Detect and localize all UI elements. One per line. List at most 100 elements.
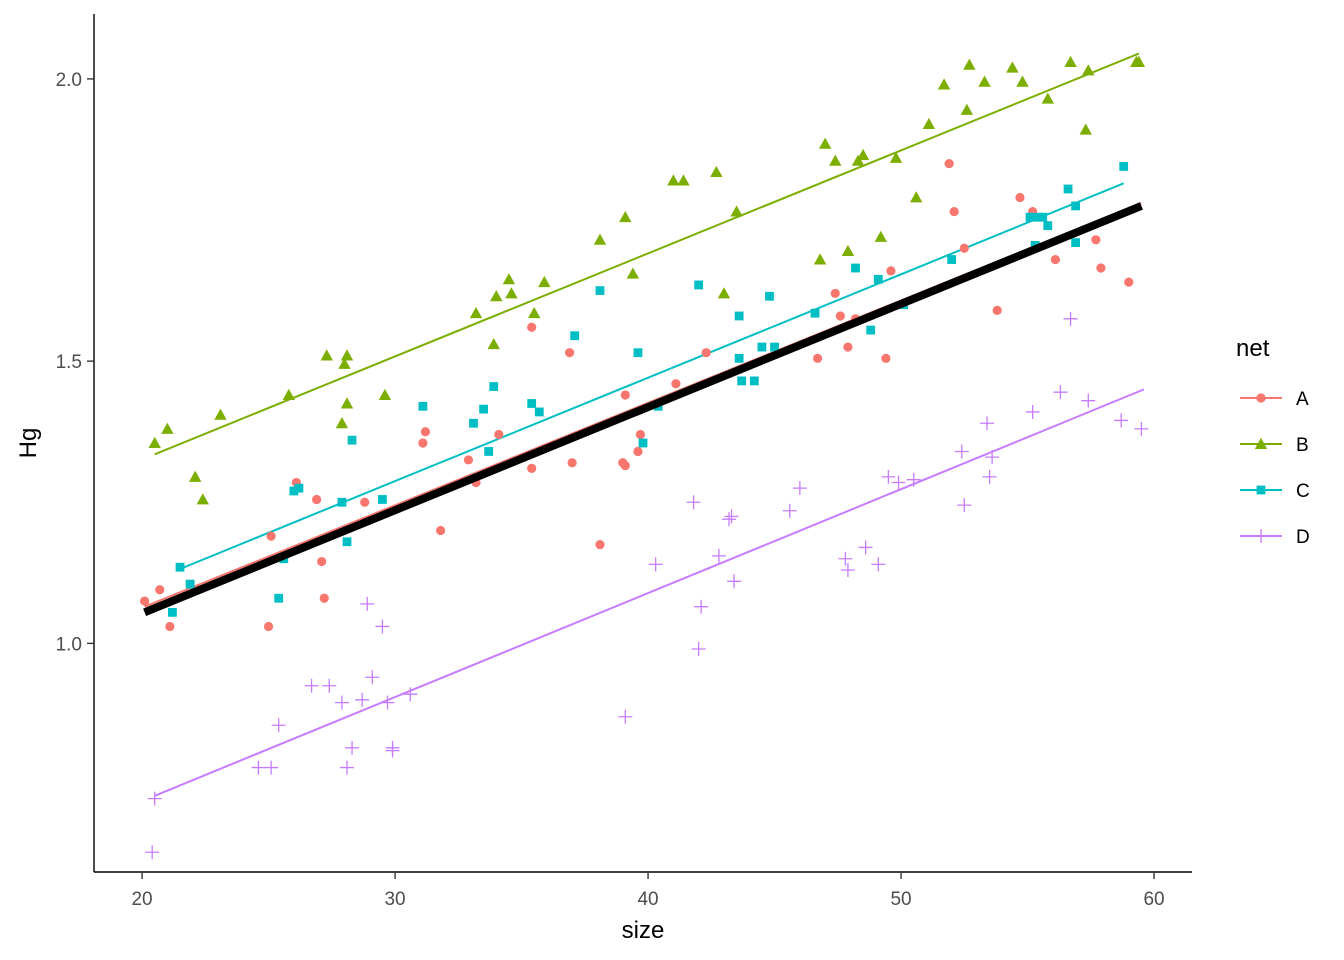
data-point-C xyxy=(484,447,494,456)
axes xyxy=(93,14,1192,873)
data-point-B xyxy=(960,103,974,115)
x-axis-title: size xyxy=(622,917,665,944)
data-point-D xyxy=(322,678,337,693)
data-point-A xyxy=(1050,254,1060,265)
data-point-D xyxy=(1134,421,1149,436)
x-tick-label: 20 xyxy=(131,889,152,910)
data-point-C xyxy=(749,376,759,386)
data-point-A xyxy=(463,455,474,465)
data-point-A xyxy=(420,427,431,437)
data-point-C xyxy=(734,353,744,363)
data-point-A xyxy=(812,353,823,363)
data-point-A xyxy=(1091,235,1101,245)
data-point-D xyxy=(339,760,354,775)
data-point-D xyxy=(648,557,663,572)
data-point-D xyxy=(271,718,286,733)
data-point-C xyxy=(185,579,195,589)
data-point-C xyxy=(527,399,537,408)
data-point-C xyxy=(347,435,357,445)
data-point-C xyxy=(342,537,352,547)
legend-key-marker-A xyxy=(1256,393,1266,403)
data-point-A xyxy=(494,429,504,440)
data-point-B xyxy=(338,357,351,369)
data-point-C xyxy=(866,325,876,335)
data-point-A xyxy=(1096,263,1106,273)
data-point-B xyxy=(889,151,903,163)
data-point-C xyxy=(1043,221,1053,231)
legend-label-D: D xyxy=(1296,527,1310,548)
x-tick-label: 50 xyxy=(890,889,911,910)
data-point-D xyxy=(355,692,370,707)
data-point-A xyxy=(701,348,711,358)
data-point-D xyxy=(792,481,807,496)
data-point-A xyxy=(595,540,605,550)
data-point-D xyxy=(858,540,873,555)
data-point-C xyxy=(479,404,489,414)
data-point-B xyxy=(818,137,832,149)
data-point-B xyxy=(161,422,174,434)
data-point-D xyxy=(375,619,390,634)
data-point-B xyxy=(487,338,500,350)
data-point-C xyxy=(274,593,284,603)
data-point-D xyxy=(982,469,997,484)
data-point-B xyxy=(856,148,870,161)
fit-line-C xyxy=(177,182,1125,571)
fit-lines xyxy=(144,52,1145,797)
data-point-D xyxy=(881,469,896,484)
x-ticks: 20 30 40 50 60 xyxy=(131,872,1165,910)
data-point-C xyxy=(765,291,774,301)
data-point-D xyxy=(727,574,742,589)
data-point-B xyxy=(978,75,991,87)
overall-fit-line xyxy=(143,202,1143,617)
data-point-B xyxy=(593,233,607,245)
data-point-A xyxy=(418,438,428,448)
overall-fit-line-group xyxy=(143,202,1143,617)
data-point-D xyxy=(980,416,995,431)
data-point-A xyxy=(139,596,150,606)
data-point-D xyxy=(618,709,633,724)
data-point-A xyxy=(635,429,646,440)
y-axis-title: Hg xyxy=(15,428,42,459)
data-point-A xyxy=(843,342,853,352)
y-tick-label: 1.0 xyxy=(56,634,82,655)
data-point-D xyxy=(365,670,380,685)
data-point-D xyxy=(1025,404,1040,419)
data-point-C xyxy=(737,376,747,386)
data-point-C xyxy=(757,342,767,352)
data-point-A xyxy=(527,463,537,474)
legend-title: net xyxy=(1236,335,1270,362)
data-point-C xyxy=(1071,201,1081,211)
data-point-D xyxy=(403,687,418,702)
data-point-A xyxy=(949,206,959,217)
data-point-A xyxy=(565,348,575,358)
legend-label-C: C xyxy=(1296,481,1310,502)
data-point-A xyxy=(959,243,969,253)
data-point-C xyxy=(595,286,605,295)
data-point-B xyxy=(1064,55,1077,67)
data-point-A xyxy=(633,446,643,457)
data-point-D xyxy=(686,495,701,510)
legend-key-marker-B xyxy=(1254,437,1268,449)
data-point-B xyxy=(320,349,333,361)
data-point-B xyxy=(335,417,349,429)
data-point-C xyxy=(873,274,883,284)
x-tick-label: 40 xyxy=(637,889,658,910)
data-point-A xyxy=(886,266,896,276)
data-point-D xyxy=(954,444,969,459)
data-point-D xyxy=(840,563,855,578)
data-point-B xyxy=(340,397,354,409)
data-point-C xyxy=(570,331,580,341)
data-point-A xyxy=(830,288,840,299)
data-point-A xyxy=(317,556,327,567)
data-point-B xyxy=(922,117,936,130)
legend-key-marker-C xyxy=(1256,485,1266,495)
data-point-C xyxy=(1025,212,1035,222)
data-point-C xyxy=(175,562,185,572)
data-point-C xyxy=(469,418,478,428)
data-point-B xyxy=(502,273,516,285)
data-point-D xyxy=(1114,413,1129,428)
data-point-B xyxy=(214,408,227,420)
data-point-A xyxy=(266,531,276,541)
data-point-C xyxy=(1033,212,1043,222)
